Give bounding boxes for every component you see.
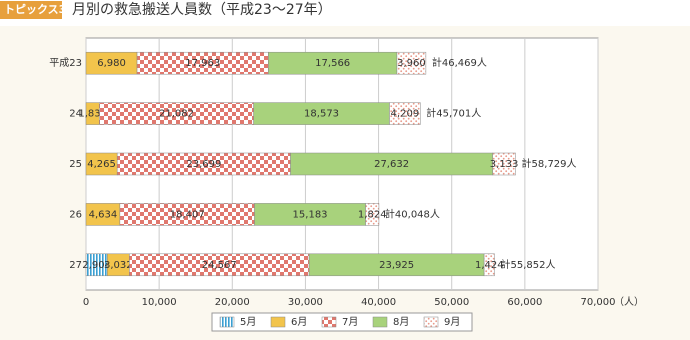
legend-label: 7月 (342, 316, 358, 328)
data-label: 1,824 (358, 209, 387, 220)
x-axis-label: （人） (614, 296, 644, 308)
data-label: 3,960 (397, 58, 426, 69)
data-label: 1,837 (78, 109, 107, 120)
data-label: 21,082 (159, 109, 194, 120)
bar-segment (389, 102, 421, 125)
badge-box (0, 1, 62, 19)
data-label: 1,424 (475, 260, 504, 271)
y-tick-label: 27 (69, 260, 82, 271)
data-label: 4,209 (391, 109, 420, 120)
y-tick-label: 平成23 (49, 57, 82, 69)
x-tick-label: 70,000 (581, 297, 616, 308)
data-label: 4,265 (87, 159, 116, 170)
badge: トピックス3-1図 (4, 2, 90, 16)
bar-segment (483, 253, 495, 277)
legend-label: 6月 (291, 316, 307, 328)
total-label: 計55,852人 (501, 258, 556, 271)
y-tick-label: 25 (69, 159, 82, 170)
x-tick-label: 50,000 (434, 297, 469, 308)
chart-title: 月別の救急搬送人員数（平成23～27年） (72, 2, 332, 18)
data-label: 6,980 (97, 58, 126, 69)
bar-segment (396, 51, 427, 75)
x-tick-label: 60,000 (507, 297, 542, 308)
data-label: 15,183 (293, 209, 328, 220)
data-label: 17,566 (315, 58, 350, 69)
data-label: 24,567 (202, 260, 237, 271)
data-label: 2,904 (82, 260, 111, 271)
bar-segment (365, 203, 380, 226)
legend-swatch (270, 316, 286, 328)
legend-label: 8月 (393, 316, 409, 328)
data-label: 4,634 (89, 209, 118, 220)
legend-swatch (423, 316, 439, 328)
bar-segment (492, 152, 516, 176)
legend-label: 9月 (444, 316, 460, 328)
total-label: 計58,729人 (522, 157, 577, 170)
total-label: 計40,048人 (385, 207, 440, 220)
data-label: 18,407 (170, 209, 205, 220)
data-label: 18,573 (304, 109, 339, 120)
total-label: 計45,701人 (426, 107, 481, 120)
data-label: 23,699 (186, 159, 221, 170)
legend-label: 5月 (240, 316, 256, 328)
legend-swatch (321, 316, 337, 328)
x-tick-label: 0 (83, 297, 89, 308)
data-label: 27,632 (374, 159, 409, 170)
total-label: 計46,469人 (432, 56, 487, 69)
y-tick-label: 24 (69, 109, 82, 120)
data-label: 17,963 (185, 58, 220, 69)
y-tick-label: 26 (69, 209, 82, 220)
x-tick-label: 20,000 (215, 297, 250, 308)
x-tick-label: 30,000 (288, 297, 323, 308)
legend-swatch (372, 316, 388, 328)
data-label: 23,925 (379, 260, 414, 271)
x-tick-label: 10,000 (142, 297, 177, 308)
data-label: 3,032 (104, 260, 133, 271)
x-tick-label: 40,000 (361, 297, 396, 308)
legend-swatch (219, 316, 235, 328)
data-label: 3,133 (490, 159, 519, 170)
